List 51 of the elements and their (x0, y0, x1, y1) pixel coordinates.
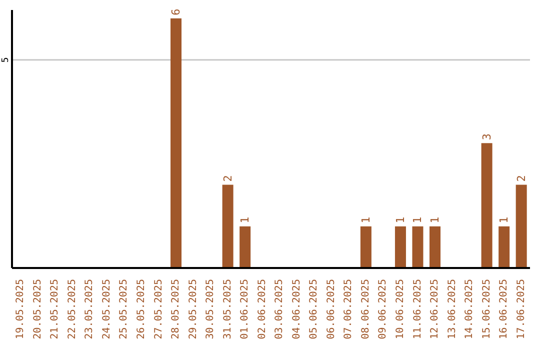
bar (170, 18, 182, 268)
bar (222, 184, 234, 268)
x-tick-label: 16.06.2025 (498, 279, 510, 340)
x-tick-label: 26.05.2025 (136, 279, 147, 340)
x-tick-label: 20.05.2025 (32, 279, 44, 340)
bar (240, 226, 251, 268)
x-tick-label: 19.05.2025 (15, 279, 26, 340)
data-label: 1 (428, 216, 442, 224)
x-tick-label: 28.05.2025 (170, 279, 182, 340)
bar (360, 226, 372, 268)
x-tick-label: 01.06.2025 (240, 279, 251, 340)
data-label: 2 (514, 175, 528, 182)
x-tick-label: 10.06.2025 (395, 279, 406, 340)
x-tick-label: 31.05.2025 (222, 279, 234, 340)
x-tick-label: 27.05.2025 (153, 279, 164, 340)
bar (481, 143, 492, 268)
x-tick-label: 22.05.2025 (66, 279, 78, 340)
y-tick-label: 5 (1, 57, 11, 63)
x-tick-label: 30.05.2025 (205, 279, 216, 340)
x-tick-label: 23.05.2025 (84, 279, 96, 340)
data-label: 1 (498, 216, 511, 224)
x-tick-label: 14.06.2025 (464, 279, 476, 340)
bar (498, 226, 510, 268)
x-tick-label: 12.06.2025 (430, 279, 441, 340)
data-label: 1 (238, 216, 252, 224)
x-tick-label: 08.06.2025 (360, 279, 372, 340)
x-tick-label: 11.06.2025 (412, 279, 424, 340)
x-tick-label: 21.05.2025 (50, 279, 61, 340)
data-label: 1 (394, 216, 407, 224)
data-label: 3 (480, 134, 494, 140)
data-label: 6 (170, 8, 183, 16)
x-tick-label: 04.06.2025 (291, 279, 302, 340)
x-tick-label: 06.06.2025 (326, 279, 337, 340)
x-tick-label: 17.06.2025 (516, 279, 527, 340)
bar (412, 226, 424, 268)
x-tick-label: 13.06.2025 (446, 279, 458, 340)
data-label: 2 (221, 175, 234, 182)
x-tick-label: 15.06.2025 (481, 279, 492, 340)
x-tick-label: 24.05.2025 (101, 279, 112, 340)
data-label: 1 (411, 216, 424, 224)
bar (430, 226, 441, 268)
x-tick-label: 09.06.2025 (378, 279, 389, 340)
x-tick-label: 25.05.2025 (118, 279, 130, 340)
bar (516, 184, 527, 268)
x-tick-label: 29.05.2025 (188, 279, 199, 340)
x-tick-label: 07.06.2025 (343, 279, 354, 340)
data-label: 1 (359, 216, 372, 224)
x-tick-label: 03.06.2025 (274, 279, 286, 340)
x-tick-label: 05.06.2025 (308, 279, 320, 340)
bar (394, 226, 406, 268)
x-tick-label: 02.06.2025 (256, 279, 268, 340)
